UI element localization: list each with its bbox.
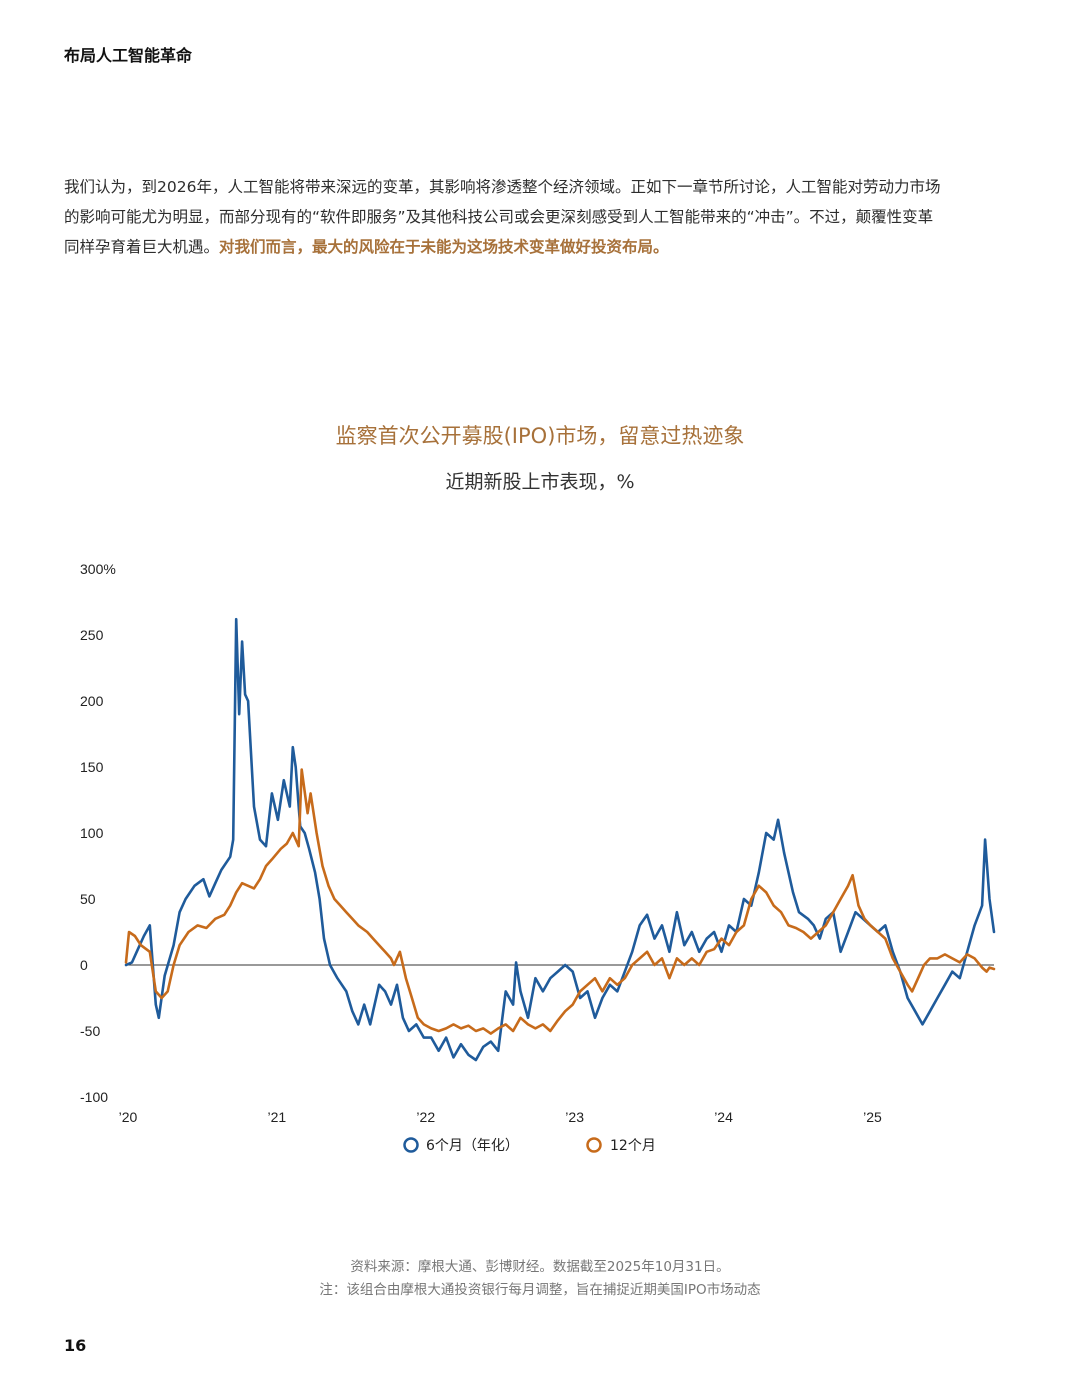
x-tick-label: ’22 <box>416 1109 435 1125</box>
legend-label-twelve-month: 12个月 <box>610 1138 656 1154</box>
methodology-note: 注：该组合由摩根大通投资银行每月调整，旨在捕捉近期美国IPO市场动态 <box>319 1282 761 1298</box>
y-tick-label: 0 <box>80 957 88 973</box>
legend-marker-twelve-month <box>586 1137 602 1153</box>
y-tick-label: 100 <box>80 825 104 841</box>
series-line-six-month <box>124 617 996 1062</box>
x-tick-label: ’21 <box>268 1109 287 1125</box>
x-tick-label: ’25 <box>863 1109 882 1125</box>
legend-marker-six-month <box>403 1137 419 1153</box>
x-tick-label: ’23 <box>565 1109 584 1125</box>
chart-title: 监察首次公开募股(IPO)市场，留意过热迹象 <box>335 424 745 448</box>
page-header-title: 布局人工智能革命 <box>64 46 193 65</box>
x-tick-label: ’24 <box>714 1109 733 1125</box>
x-tick-label: ’20 <box>119 1109 138 1125</box>
intro-highlight: 对我们而言，最大的风险在于未能为这场技术变革做好投资布局。 <box>219 238 669 256</box>
y-tick-label: -100 <box>80 1089 108 1105</box>
y-tick-label: 150 <box>80 759 104 775</box>
y-tick-label: -50 <box>80 1023 100 1039</box>
legend: 6个月（年化） 12个月 <box>403 1137 656 1154</box>
y-tick-label: 50 <box>80 891 96 907</box>
x-axis: ’20 ’21 ’22 ’23 ’24 ’25 <box>119 1109 882 1125</box>
intro-text: 我们认为，到2026年，人工智能将带来深远的变革，其影响将渗透整个经济领域。正如… <box>64 178 941 256</box>
legend-label-six-month: 6个月（年化） <box>426 1138 519 1154</box>
intro-paragraph: 我们认为，到2026年，人工智能将带来深远的变革，其影响将渗透整个经济领域。正如… <box>64 172 944 262</box>
chart-subtitle: 近期新股上市表现，% <box>445 471 635 493</box>
page-number: 16 <box>64 1336 87 1355</box>
y-axis: 300% 250 200 150 100 50 0 -50 -100 <box>80 561 116 1105</box>
y-tick-label: 300% <box>80 561 116 577</box>
series-layer <box>124 617 996 1062</box>
y-tick-label: 250 <box>80 627 104 643</box>
y-tick-label: 200 <box>80 693 104 709</box>
source-note: 资料来源：摩根大通、彭博财经。数据截至2025年10月31日。 <box>350 1259 730 1275</box>
series-line-twelve-month <box>124 768 996 1035</box>
